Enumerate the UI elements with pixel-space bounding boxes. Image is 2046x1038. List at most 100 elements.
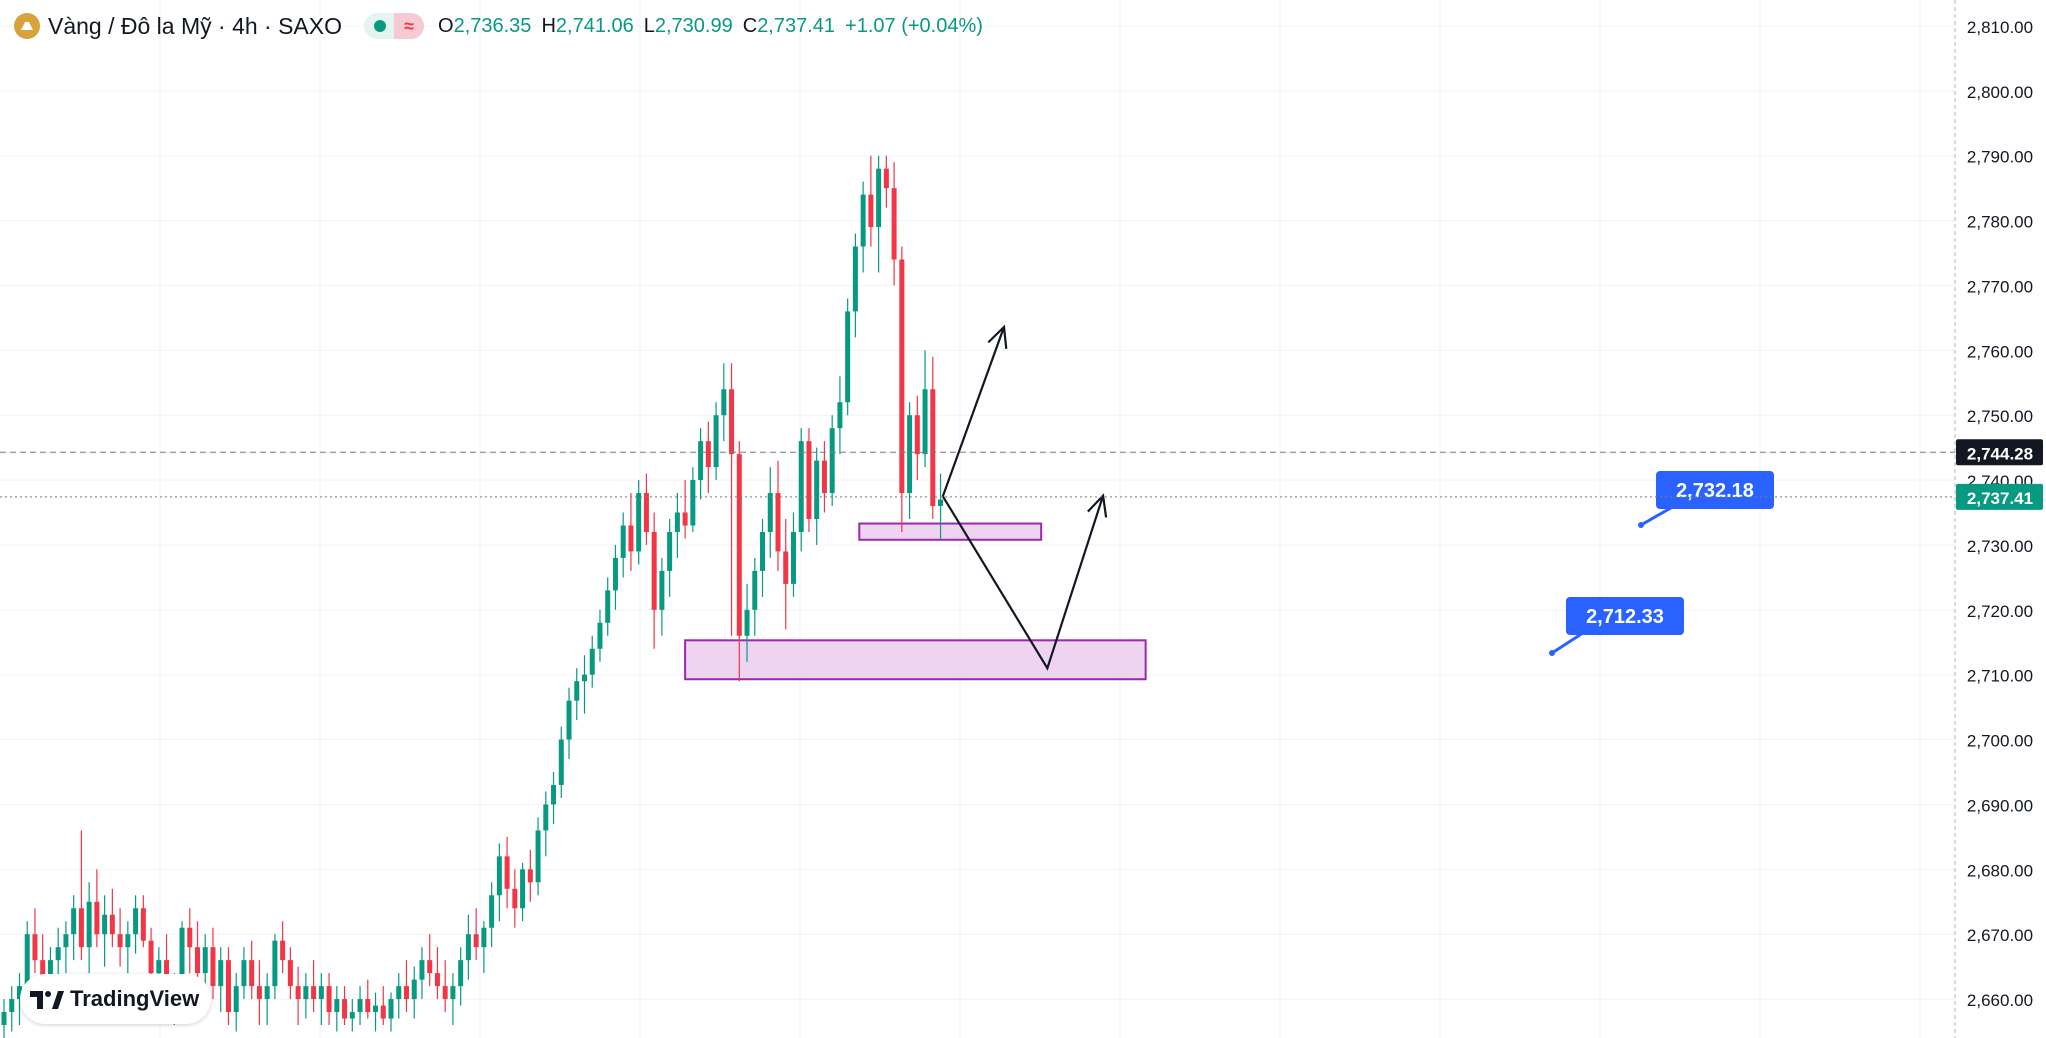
candle: [419, 947, 425, 1000]
candle-body: [651, 531, 657, 610]
candle-body: [481, 927, 487, 948]
candle: [504, 836, 510, 909]
candle: [752, 557, 758, 636]
candle-body: [318, 986, 324, 1000]
candle-body: [922, 389, 928, 455]
candle-body: [899, 259, 905, 494]
candle-body: [233, 986, 239, 1013]
candle: [233, 973, 239, 1032]
low-key: L: [643, 14, 655, 37]
candle: [342, 986, 348, 1026]
candle: [241, 947, 247, 1000]
candle-body: [698, 441, 704, 481]
candle: [133, 895, 139, 954]
candle: [225, 947, 231, 1026]
grid: [0, 0, 1955, 1038]
candle: [218, 947, 224, 1013]
candle-body: [489, 895, 495, 928]
tradingview-watermark[interactable]: TradingView: [20, 974, 212, 1024]
candle: [868, 155, 874, 247]
candle: [527, 849, 533, 902]
candle-body: [380, 1005, 386, 1019]
candle: [582, 655, 587, 714]
candle-body: [767, 493, 773, 532]
candle-body: [473, 934, 479, 948]
candle-body: [140, 908, 146, 941]
candle: [388, 992, 394, 1032]
candle-body: [280, 940, 286, 961]
candle-body: [427, 960, 433, 974]
candle-body: [86, 901, 92, 948]
candle-body: [713, 415, 719, 468]
price-tick-label: 2,700.00: [1967, 732, 2033, 751]
candle-body: [512, 888, 518, 909]
candle: [899, 246, 905, 532]
candle: [551, 772, 557, 824]
candle-body: [411, 979, 417, 1000]
candle-body: [667, 531, 673, 571]
candle: [558, 726, 564, 798]
candle-body: [597, 622, 603, 649]
candle: [914, 395, 920, 481]
candle: [71, 895, 77, 961]
candle-body: [674, 512, 680, 532]
label-text: 2,712.33: [1586, 606, 1664, 628]
candle: [798, 428, 804, 552]
candle-body: [783, 551, 789, 584]
candle-body: [837, 402, 843, 429]
label-anchor-dot: [1549, 650, 1555, 656]
candle-body: [690, 480, 696, 526]
delayed-data-icon: ≈: [394, 13, 425, 39]
candle: [790, 512, 796, 597]
projection-arrows: [941, 324, 1108, 671]
candle-body: [705, 441, 711, 468]
candle-body: [636, 493, 642, 552]
symbol-title[interactable]: Vàng / Đô la Mỹ · 4h · SAXO: [48, 12, 343, 39]
candle-body: [558, 739, 564, 785]
candle-body: [179, 927, 185, 987]
candle-body: [860, 194, 866, 247]
candle: [63, 921, 69, 974]
price-tick-label: 2,660.00: [1967, 991, 2033, 1010]
candle: [628, 493, 634, 571]
candle: [125, 921, 131, 974]
candle-body: [589, 648, 595, 675]
open-value: 2,736.35: [453, 14, 532, 37]
candle-body: [16, 986, 22, 1000]
candle-body: [620, 525, 626, 558]
market-status-pill[interactable]: ≈: [364, 13, 425, 39]
price-tag-text: 2,737.41: [1967, 489, 2033, 508]
candle-body: [195, 947, 200, 974]
candle-body: [450, 986, 456, 1000]
price-tick-label: 2,670.00: [1967, 926, 2033, 945]
candle: [860, 181, 866, 273]
candle: [659, 557, 665, 636]
tradingview-logo-icon: [30, 991, 64, 1009]
support-zone: [858, 522, 1043, 541]
candle-body: [821, 460, 827, 494]
candle: [744, 583, 750, 662]
projection-line: [941, 495, 1105, 671]
candle-body: [256, 986, 262, 1000]
price-axis-bg: [1955, 0, 2046, 1038]
candle-body: [504, 856, 510, 889]
candle: [543, 791, 549, 857]
candle: [287, 947, 293, 1000]
candle: [605, 577, 611, 636]
candle-body: [806, 441, 812, 519]
candle-body: [241, 960, 247, 987]
candle: [713, 402, 719, 481]
candle: [86, 882, 92, 974]
price-tag-text: 2,744.28: [1967, 444, 2033, 463]
candles: [1, 155, 944, 1038]
candle: [829, 415, 835, 507]
candle: [326, 973, 332, 1026]
candle-body: [907, 415, 913, 494]
candle-body: [891, 188, 897, 260]
price-tick-label: 2,720.00: [1967, 602, 2033, 621]
candle: [651, 512, 657, 649]
gold-symbol-icon[interactable]: [14, 13, 40, 39]
candle-body: [729, 389, 735, 455]
candle: [195, 921, 200, 987]
